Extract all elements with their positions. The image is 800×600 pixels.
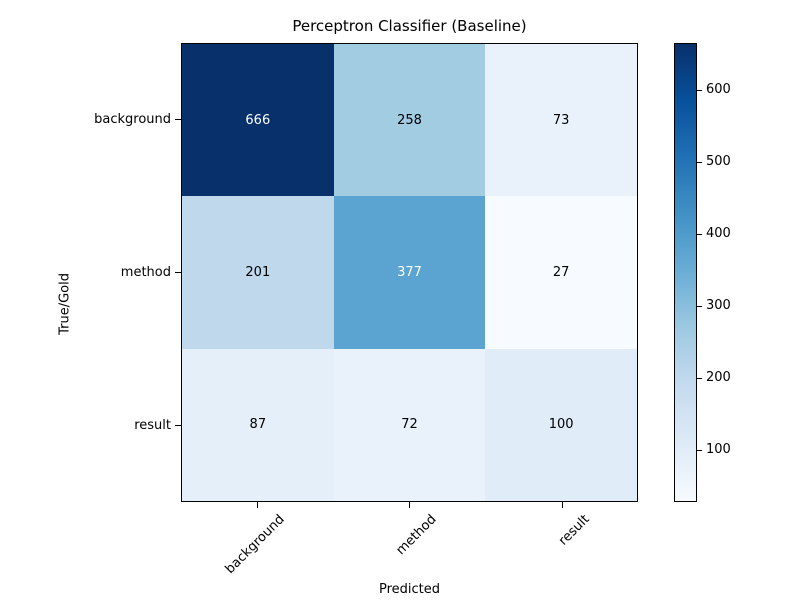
x-axis-label: Predicted bbox=[378, 582, 441, 597]
heatmap-cell: 27 bbox=[485, 196, 637, 349]
y-tick-label: background bbox=[94, 112, 171, 127]
y-tick-mark bbox=[175, 425, 181, 426]
y-tick-label: result bbox=[134, 418, 171, 433]
heatmap-cell: 377 bbox=[333, 196, 486, 349]
colorbar-tick-label: 400 bbox=[706, 226, 731, 241]
colorbar-tick-label: 300 bbox=[706, 298, 731, 313]
colorbar bbox=[674, 43, 697, 502]
x-tick-mark bbox=[409, 502, 410, 508]
colorbar-tick-label: 500 bbox=[706, 154, 731, 169]
y-tick-label: method bbox=[120, 265, 171, 280]
y-tick-mark bbox=[175, 119, 181, 120]
heatmap-cell: 73 bbox=[485, 44, 637, 197]
colorbar-tick-label: 200 bbox=[706, 370, 731, 385]
heatmap-grid: 666 258 73 201 377 27 87 72 100 bbox=[181, 43, 638, 502]
heatmap-cell: 666 bbox=[182, 44, 334, 197]
heatmap-cell: 72 bbox=[333, 348, 486, 501]
colorbar-tick-mark bbox=[697, 90, 702, 91]
heatmap-cell: 201 bbox=[182, 196, 334, 349]
heatmap-cell: 100 bbox=[485, 348, 637, 501]
chart-title: Perceptron Classifier (Baseline) bbox=[292, 17, 527, 35]
colorbar-tick-label: 600 bbox=[706, 82, 731, 97]
colorbar-tick-mark bbox=[697, 378, 702, 379]
heatmap-cell: 258 bbox=[333, 44, 486, 197]
colorbar-tick-mark bbox=[697, 162, 702, 163]
y-axis-label-text: True/Gold bbox=[57, 272, 72, 335]
x-tick-mark bbox=[562, 502, 563, 508]
y-tick-mark bbox=[175, 272, 181, 273]
heatmap-cell: 87 bbox=[182, 348, 334, 501]
colorbar-tick-label: 100 bbox=[706, 442, 731, 457]
x-tick-mark bbox=[257, 502, 258, 508]
colorbar-tick-mark bbox=[697, 234, 702, 235]
colorbar-tick-mark bbox=[697, 306, 702, 307]
colorbar-tick-mark bbox=[697, 450, 702, 451]
